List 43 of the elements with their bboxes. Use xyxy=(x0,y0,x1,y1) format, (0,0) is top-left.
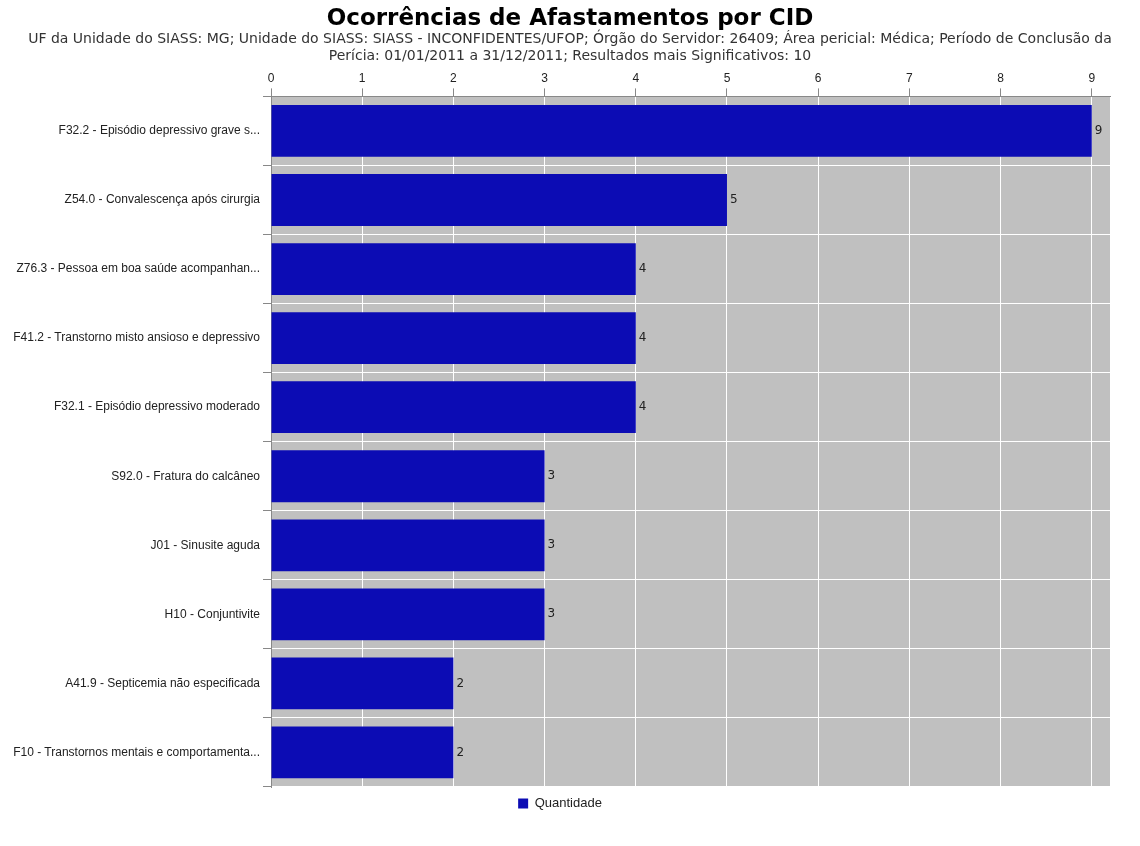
x-tick-label: 3 xyxy=(541,70,549,85)
bar xyxy=(271,243,636,295)
data-label: 2 xyxy=(456,675,465,690)
data-label: 3 xyxy=(547,606,556,621)
x-tick-label: 9 xyxy=(1088,70,1096,85)
bar xyxy=(271,381,636,434)
y-tick-label: J01 - Sinusite aguda xyxy=(150,537,261,552)
x-tick-label: 5 xyxy=(723,70,731,85)
data-label: 5 xyxy=(729,192,738,207)
x-tick-label: 1 xyxy=(358,70,366,85)
bar xyxy=(271,519,545,572)
y-tick-label: F32.2 - Episódio depressivo grave s... xyxy=(58,123,260,138)
bar xyxy=(271,312,636,365)
y-tick-label: S92.0 - Fratura do calcâneo xyxy=(111,468,261,483)
x-tick-label: 7 xyxy=(906,70,914,85)
bar xyxy=(271,726,454,779)
y-tick-label: F32.1 - Episódio depressivo moderado xyxy=(53,399,261,414)
data-label: 4 xyxy=(638,399,647,414)
y-tick-label: F10 - Transtornos mentais e comportamenta... xyxy=(13,744,260,759)
y-tick-label: A41.9 - Septicemia não especificada xyxy=(65,675,261,690)
data-label: 4 xyxy=(638,330,647,345)
data-label: 2 xyxy=(456,744,465,759)
chart-title: Ocorrências de Afastamentos por CID xyxy=(325,4,815,30)
chart-subtitle: UF da Unidade do SIASS: MG; Unidade do SIASS: SIASS - INCONFIDENTES/UFOP; Órgão do Servidor: 26409; Área pericial: Médica; Período de Conclusão da Perícia: 01/01/2011 a 31/12/2011; Resultados mais Significativos: 10 xyxy=(27,30,1113,64)
y-tick-label: Z76.3 - Pessoa em boa saúde acompanhan... xyxy=(16,261,260,276)
data-label: 9 xyxy=(1094,123,1103,138)
bar xyxy=(271,588,545,641)
y-tick-label: H10 - Conjuntivite xyxy=(164,606,261,621)
x-tick-label: 2 xyxy=(450,70,458,85)
data-label: 4 xyxy=(638,261,647,276)
x-tick-label: 6 xyxy=(814,70,822,85)
y-tick-label: Z54.0 - Convalescença após cirurgia xyxy=(64,192,261,207)
x-tick-label: 4 xyxy=(632,70,640,85)
bar xyxy=(271,105,1092,157)
data-label: 3 xyxy=(547,468,556,483)
data-label: 3 xyxy=(547,537,556,552)
x-tick-label: 8 xyxy=(997,70,1005,85)
legend-label: Quantidade xyxy=(534,795,602,811)
x-tick-label: 0 xyxy=(267,70,275,85)
bar xyxy=(271,450,545,503)
bar xyxy=(271,174,727,226)
bar xyxy=(271,657,454,710)
y-tick-label: F41.2 - Transtorno misto ansioso e depressivo xyxy=(13,330,261,345)
